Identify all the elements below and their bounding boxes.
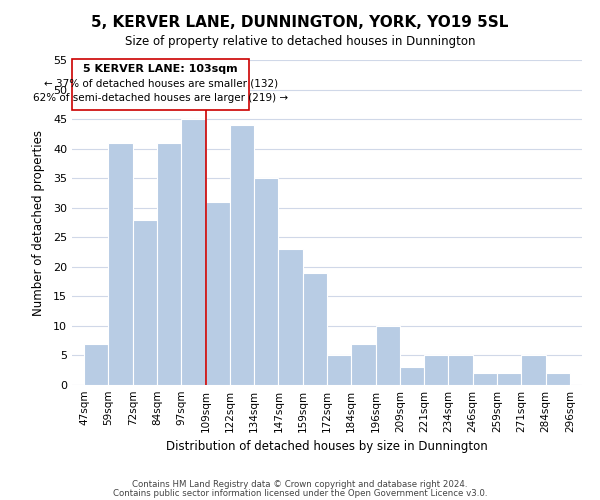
Bar <box>400 368 424 385</box>
FancyBboxPatch shape <box>72 59 249 110</box>
Bar <box>521 356 545 385</box>
Bar <box>376 326 400 385</box>
Text: 5, KERVER LANE, DUNNINGTON, YORK, YO19 5SL: 5, KERVER LANE, DUNNINGTON, YORK, YO19 5… <box>91 15 509 30</box>
X-axis label: Distribution of detached houses by size in Dunnington: Distribution of detached houses by size … <box>166 440 488 454</box>
Text: Size of property relative to detached houses in Dunnington: Size of property relative to detached ho… <box>125 35 475 48</box>
Text: 62% of semi-detached houses are larger (219) →: 62% of semi-detached houses are larger (… <box>33 93 288 103</box>
Bar <box>84 344 109 385</box>
Bar <box>278 249 303 385</box>
Bar <box>473 373 497 385</box>
Bar <box>109 142 133 385</box>
Bar <box>206 202 230 385</box>
Y-axis label: Number of detached properties: Number of detached properties <box>32 130 44 316</box>
Text: Contains HM Land Registry data © Crown copyright and database right 2024.: Contains HM Land Registry data © Crown c… <box>132 480 468 489</box>
Bar <box>157 142 181 385</box>
Bar <box>230 125 254 385</box>
Bar <box>351 344 376 385</box>
Bar <box>133 220 157 385</box>
Bar <box>448 356 473 385</box>
Bar <box>303 272 327 385</box>
Bar <box>327 356 351 385</box>
Bar <box>181 119 206 385</box>
Text: 5 KERVER LANE: 103sqm: 5 KERVER LANE: 103sqm <box>83 64 238 74</box>
Text: ← 37% of detached houses are smaller (132): ← 37% of detached houses are smaller (13… <box>44 78 278 88</box>
Bar <box>497 373 521 385</box>
Bar <box>424 356 448 385</box>
Bar <box>545 373 570 385</box>
Text: Contains public sector information licensed under the Open Government Licence v3: Contains public sector information licen… <box>113 488 487 498</box>
Bar <box>254 178 278 385</box>
